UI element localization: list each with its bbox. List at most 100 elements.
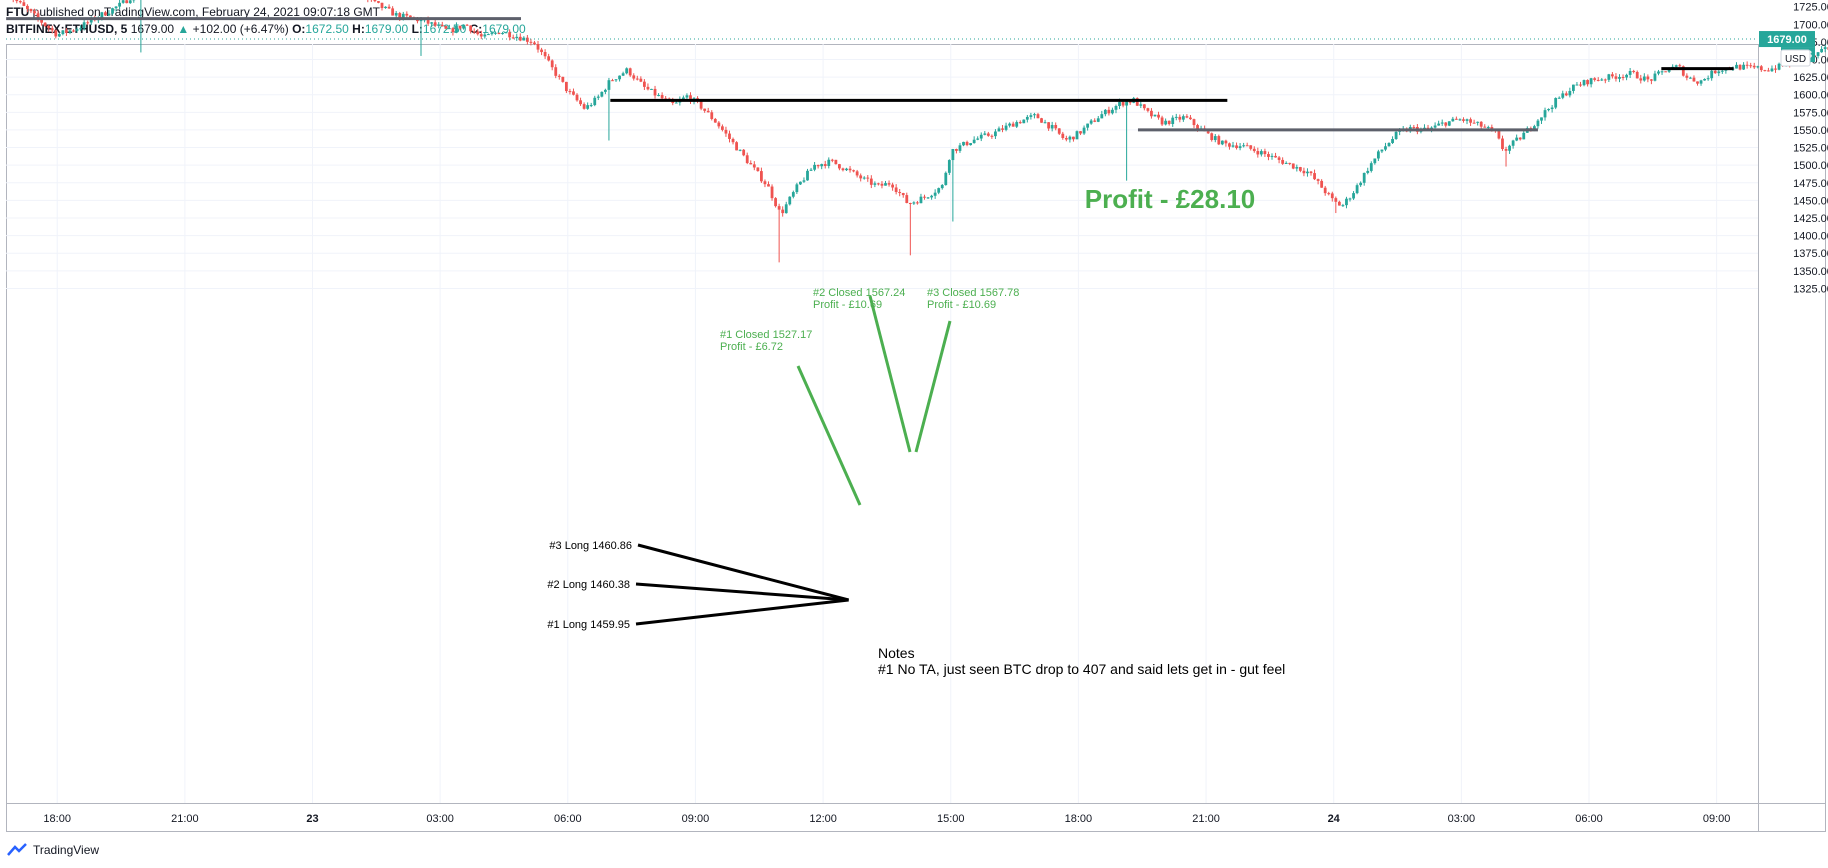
candle-body — [1511, 140, 1515, 146]
candle-body — [898, 192, 902, 194]
candle-body — [384, 6, 387, 9]
candle-body — [540, 49, 543, 53]
candle-body — [816, 164, 820, 167]
candle-body — [451, 28, 455, 33]
candle-body — [1298, 167, 1302, 171]
open-value: 1672.50 — [305, 22, 349, 36]
candle-body — [125, 0, 129, 4]
candle-body — [447, 28, 451, 30]
candle-body — [579, 100, 582, 105]
candle-body — [486, 34, 490, 36]
candle-body — [561, 76, 565, 82]
candle-body — [68, 30, 72, 33]
candle-body — [121, 0, 125, 3]
candle-body — [618, 75, 621, 80]
candle-body — [1621, 76, 1625, 78]
candle-body — [1504, 149, 1508, 151]
candle-body — [1618, 76, 1621, 79]
candle-body — [575, 94, 579, 101]
candle-body — [1469, 119, 1472, 123]
candle-body — [490, 33, 494, 35]
x-tick-label: 24 — [1328, 813, 1341, 825]
candle-body — [86, 22, 90, 24]
candle-body — [838, 164, 841, 169]
candle-body — [685, 95, 689, 98]
candle-body — [572, 91, 575, 95]
candle-body — [1611, 74, 1614, 77]
candle-body — [1738, 64, 1742, 70]
candle-body — [1224, 140, 1228, 144]
candle-body — [1593, 78, 1597, 80]
last-price-tag-text: 1679.00 — [1767, 34, 1807, 46]
candle-body — [1391, 138, 1394, 143]
y-tick-label: 1475.00 — [1793, 178, 1828, 190]
candle-body — [1100, 114, 1104, 119]
candle-body — [614, 79, 618, 81]
candle-body — [1291, 163, 1295, 169]
candle-body — [1369, 163, 1373, 171]
candle-body — [845, 168, 848, 171]
candle-body — [1465, 119, 1469, 121]
candle-body — [387, 6, 391, 9]
entry-line[interactable] — [637, 543, 850, 602]
candle-body — [1483, 126, 1487, 128]
candle-body — [547, 56, 551, 61]
candle-body — [1206, 131, 1210, 134]
candle-body — [1476, 121, 1480, 123]
candle-body — [880, 183, 884, 186]
candle-body — [1047, 122, 1051, 129]
entry-line[interactable] — [635, 598, 849, 626]
candle-body — [57, 34, 61, 37]
candle-body — [22, 2, 26, 6]
candle-body — [756, 167, 760, 172]
candle-body — [1462, 119, 1465, 121]
candle-body — [1181, 116, 1185, 120]
candle-body — [979, 134, 983, 139]
candle-body — [1178, 116, 1182, 120]
candle-body — [1770, 68, 1774, 72]
candle-body — [419, 19, 423, 22]
notes-text: #1 No TA, just seen BTC drop to 407 and … — [878, 661, 1285, 677]
entry-line[interactable] — [635, 582, 849, 602]
candle-body — [947, 160, 951, 173]
candle-body — [937, 188, 941, 193]
candle-body — [433, 22, 437, 26]
candle-body — [1600, 79, 1604, 81]
tradingview-logo[interactable]: TradingView — [6, 843, 99, 857]
candle-body — [1256, 151, 1260, 155]
x-tick-label: 06:00 — [1575, 813, 1603, 825]
candle-body — [901, 193, 905, 196]
candle-body — [1323, 187, 1327, 194]
candle-body — [1646, 76, 1650, 80]
candle-body — [377, 1, 380, 3]
x-tick-label: 18:00 — [1065, 813, 1093, 825]
candle-body — [969, 143, 973, 146]
candle-body — [1001, 128, 1004, 130]
candle-body — [437, 24, 441, 26]
exit-line[interactable] — [914, 320, 952, 453]
candle-body — [462, 24, 465, 29]
candle-body — [834, 159, 838, 165]
candle-body — [1189, 117, 1192, 120]
candle-body — [1125, 101, 1129, 106]
candle-body — [1228, 143, 1231, 147]
candle-body — [955, 149, 958, 151]
candle-body — [1681, 66, 1685, 76]
y-tick-label: 1550.00 — [1793, 125, 1828, 137]
candle-body — [1589, 78, 1593, 85]
candle-body — [1657, 71, 1660, 74]
candle-body — [33, 11, 36, 14]
candle-body — [405, 13, 409, 16]
exit-line[interactable] — [868, 295, 912, 453]
candle-body — [1635, 71, 1639, 79]
currency-button[interactable] — [1780, 49, 1811, 67]
candle-body — [706, 110, 710, 113]
candle-body — [1518, 137, 1522, 140]
candle-body — [1632, 70, 1636, 72]
candle-body — [1674, 65, 1678, 67]
candle-body — [43, 22, 47, 26]
entry-label: #1 Long 1459.95 — [547, 619, 630, 631]
exit-line[interactable] — [796, 365, 862, 506]
y-tick-label: 1600.00 — [1793, 90, 1828, 102]
